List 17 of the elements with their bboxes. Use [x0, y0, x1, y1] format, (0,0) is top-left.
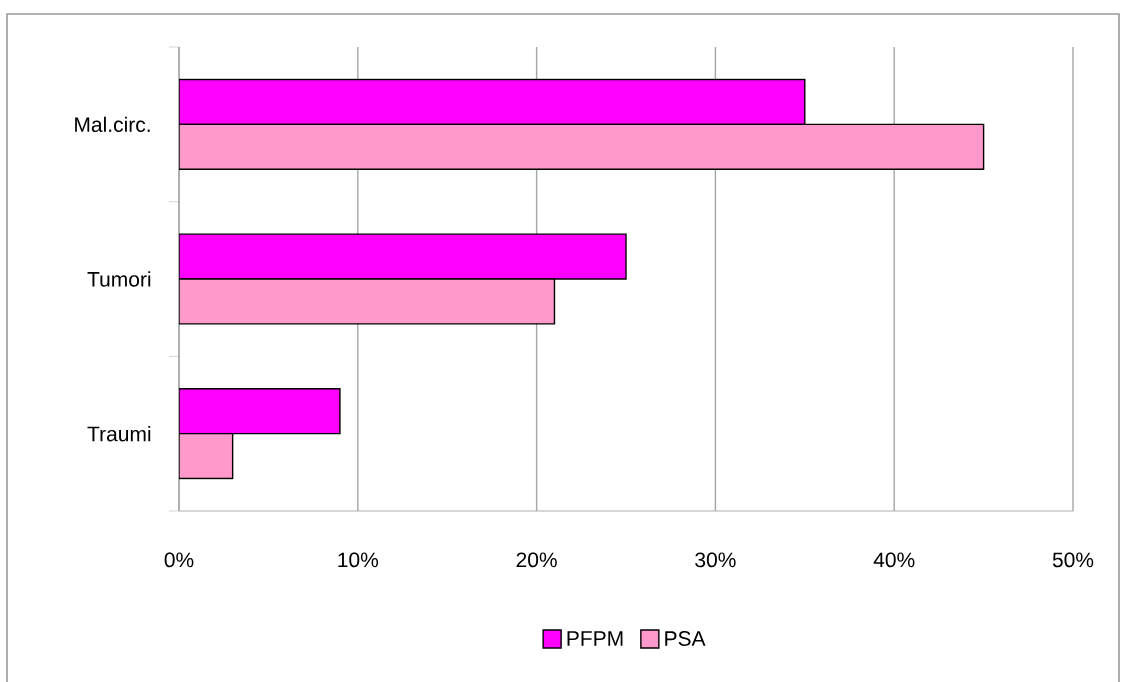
bar	[179, 432, 234, 480]
legend-label: PSA	[665, 631, 706, 646]
bar	[179, 233, 627, 280]
y-tick-label: Mal.circ.	[75, 116, 150, 133]
y-tick-label: Traumi	[87, 425, 151, 442]
bar	[179, 278, 556, 325]
x-tick-label: 50%	[1052, 552, 1094, 568]
x-tick-label: 20%	[516, 552, 557, 568]
x-tick-label: 10%	[338, 552, 379, 568]
y-tick-label: Tumori	[87, 271, 151, 287]
bar	[179, 78, 806, 126]
bar	[179, 123, 985, 170]
legend-label: PFPM	[567, 631, 623, 646]
x-tick-label: 30%	[695, 552, 736, 568]
x-tick-label: 0%	[164, 552, 194, 568]
bar	[179, 388, 341, 435]
x-tick-label: 40%	[873, 552, 915, 568]
